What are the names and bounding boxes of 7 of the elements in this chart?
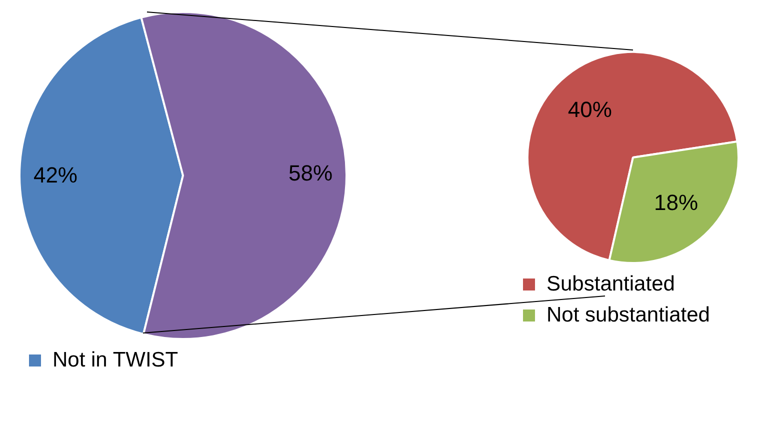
legend-label: Not in TWIST — [52, 348, 178, 372]
data-label: 42% — [33, 162, 78, 188]
legend-label: Substantiated — [546, 272, 675, 296]
data-label: 58% — [288, 160, 333, 186]
data-label: 18% — [654, 190, 698, 215]
legend-label: Not substantiated — [546, 303, 710, 326]
data-label: 40% — [568, 97, 612, 122]
